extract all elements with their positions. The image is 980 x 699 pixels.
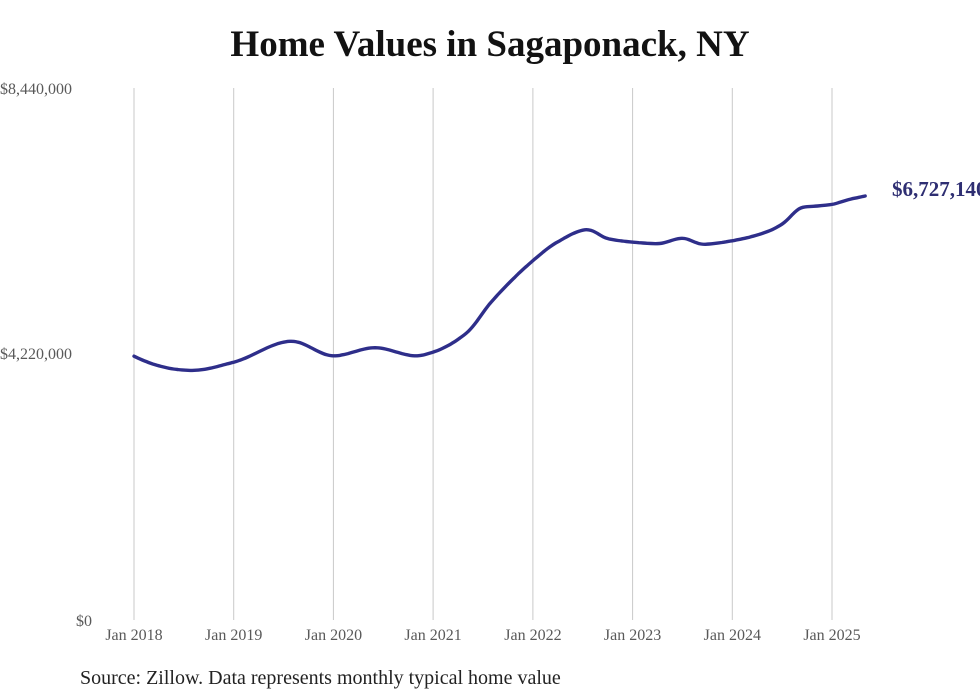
svg-text:$0: $0 [76, 613, 92, 630]
svg-text:Jan 2024: Jan 2024 [704, 627, 761, 644]
svg-text:Jan 2025: Jan 2025 [803, 627, 860, 644]
svg-text:Jan 2018: Jan 2018 [105, 627, 162, 644]
svg-text:$4,220,000: $4,220,000 [0, 346, 72, 363]
svg-text:Jan 2023: Jan 2023 [604, 627, 661, 644]
svg-text:$8,440,000: $8,440,000 [0, 81, 72, 98]
svg-text:Jan 2021: Jan 2021 [404, 627, 461, 644]
svg-text:Jan 2022: Jan 2022 [504, 627, 561, 644]
svg-text:Jan 2020: Jan 2020 [305, 627, 362, 644]
svg-text:Jan 2019: Jan 2019 [205, 627, 262, 644]
svg-text:$6,727,140: $6,727,140 [892, 177, 980, 201]
